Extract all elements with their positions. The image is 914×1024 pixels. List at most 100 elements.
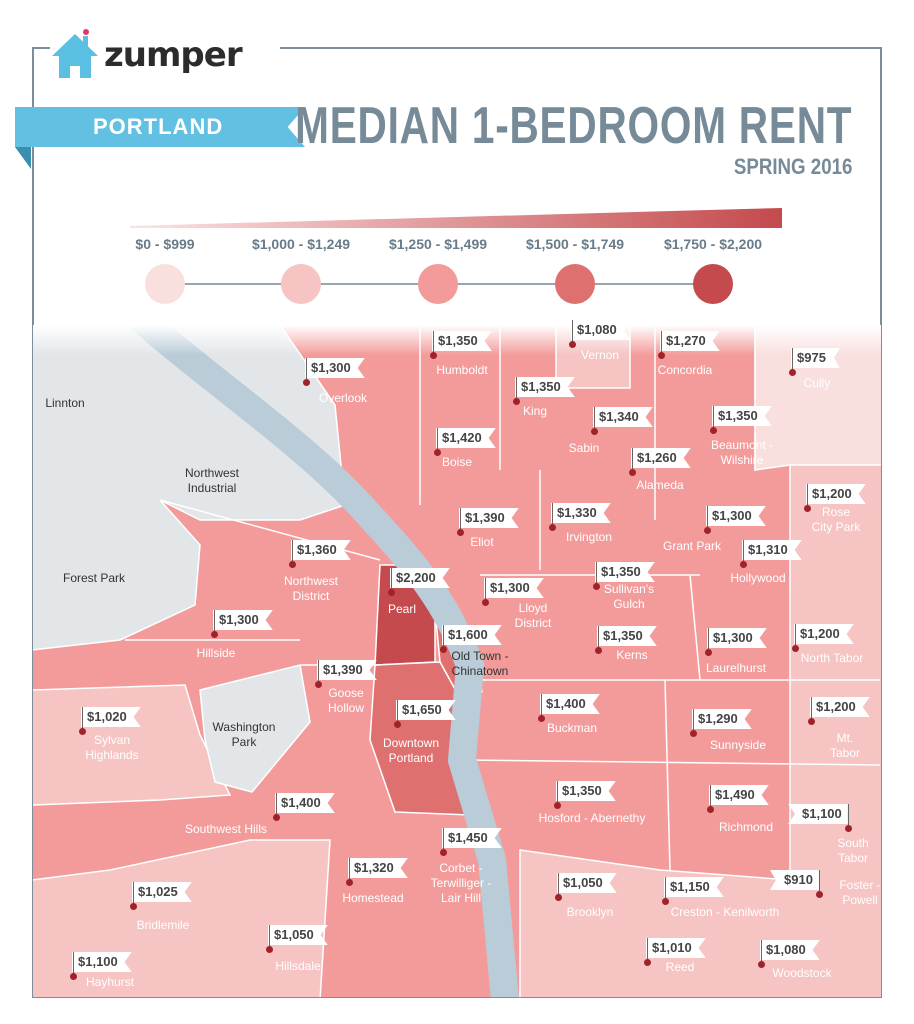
flag-pole [596, 562, 597, 586]
neighborhood-name: Sabin [568, 441, 600, 455]
location-pin-icon [658, 352, 665, 359]
rent-flag: $1,350 [556, 781, 616, 801]
rent-flag: $1,200 [810, 697, 870, 717]
location-pin-icon [595, 647, 602, 654]
location-pin-icon [289, 561, 296, 568]
neighborhood-name: Rose City Park [811, 505, 861, 534]
legend-label: $1,500 - $1,749 [525, 236, 625, 252]
neighborhood-name: Vernon [580, 348, 620, 362]
location-pin-icon [758, 961, 765, 968]
neighborhood-name: Foster - Powell [839, 878, 881, 907]
rent-flag: $1,600 [442, 625, 502, 645]
flag-pole [661, 331, 662, 355]
neighborhood-name: Reed [665, 960, 695, 974]
neighborhood-name: Hayhurst [85, 975, 135, 989]
flag-pole [761, 940, 762, 964]
flag-pole [558, 873, 559, 897]
neighborhood-name: Brooklyn [566, 905, 614, 919]
rent-flag: $1,650 [396, 700, 456, 720]
flag-pole [795, 624, 796, 648]
rent-flag: $1,200 [794, 624, 854, 644]
flag-pole [710, 785, 711, 809]
neighborhood-name: Downtown Portland [382, 736, 440, 765]
location-pin-icon [211, 631, 218, 638]
legend: $0 - $999 $1,000 - $1,249 $1,250 - $1,499 $… [130, 236, 820, 306]
flag-pole [572, 320, 573, 344]
location-pin-icon [434, 449, 441, 456]
location-pin-icon [710, 427, 717, 434]
location-pin-icon [273, 814, 280, 821]
flag-pole [443, 828, 444, 852]
flag-pole [552, 503, 553, 527]
location-pin-icon [538, 715, 545, 722]
neighborhood-name: Goose Hollow [327, 686, 365, 715]
location-pin-icon [804, 505, 811, 512]
neighborhood-name: Kerns [616, 648, 648, 662]
location-pin-icon [266, 946, 273, 953]
rent-flag: $910 [770, 870, 819, 890]
flag-pole [647, 938, 648, 962]
flag-pole [318, 660, 319, 684]
neighborhood-name: Beaumont - Wilshire [710, 438, 774, 467]
rent-flag: $1,020 [81, 707, 141, 727]
location-pin-icon [394, 721, 401, 728]
flag-pole [632, 448, 633, 472]
rent-flag: $1,420 [436, 428, 496, 448]
flag-pole [693, 709, 694, 733]
location-pin-icon [513, 398, 520, 405]
neighborhood-name: Sunnyside [709, 738, 767, 752]
rent-flag: $1,450 [442, 828, 502, 848]
neighborhood-name: Hollywood [730, 571, 786, 585]
rent-flag: $1,400 [275, 793, 335, 813]
location-pin-icon [740, 561, 747, 568]
location-pin-icon [644, 959, 651, 966]
legend-item: $0 - $999 [95, 236, 235, 304]
neighborhood-name: Eliot [470, 535, 494, 549]
legend-item: $1,750 - $2,200 [643, 236, 783, 304]
rent-flag: $1,300 [484, 578, 544, 598]
neighborhood-name: Lloyd District [514, 601, 552, 630]
flag-pole [743, 540, 744, 564]
neighborhood-name: Woodstock [772, 966, 832, 980]
neighborhood-name: Hosford - Abernethy [538, 811, 646, 825]
rent-flag: $1,360 [291, 540, 351, 560]
neighborhood-name: Cully [803, 376, 831, 390]
location-pin-icon [629, 469, 636, 476]
flag-pole [516, 377, 517, 401]
flag-pole [73, 952, 74, 976]
neighborhood-name: King [522, 404, 548, 418]
legend-label: $1,250 - $1,499 [388, 236, 488, 252]
location-pin-icon [591, 428, 598, 435]
house-icon [52, 29, 98, 78]
area-label: Northwest Industrial [184, 466, 240, 495]
rent-flag: $1,290 [692, 709, 752, 729]
location-pin-icon [70, 973, 77, 980]
rent-flag: $1,400 [540, 694, 600, 714]
location-pin-icon [593, 583, 600, 590]
neighborhood-name: Pearl [387, 602, 417, 616]
neighborhood-name: Irvington [565, 530, 613, 544]
location-pin-icon [482, 599, 489, 606]
flag-pole [391, 568, 392, 592]
neighborhood-name: Laurelhurst [705, 661, 767, 675]
location-pin-icon [845, 825, 852, 832]
neighborhood-name: Hillside [196, 646, 236, 660]
rent-flag: $1,300 [305, 358, 365, 378]
rent-flag: $1,350 [597, 626, 657, 646]
rent-flag: $1,270 [660, 331, 720, 351]
neighborhood-name: Humboldt [436, 363, 488, 377]
legend-label: $1,000 - $1,249 [251, 236, 351, 252]
legend-label: $0 - $999 [135, 236, 195, 252]
legend-swatch [281, 264, 321, 304]
flag-pole [811, 697, 812, 721]
rent-flag: $1,350 [712, 406, 772, 426]
location-pin-icon [816, 891, 823, 898]
flag-pole [557, 781, 558, 805]
flag-pole [437, 428, 438, 452]
location-pin-icon [79, 728, 86, 735]
location-pin-icon [690, 730, 697, 737]
flag-pole [349, 858, 350, 882]
flag-pole [541, 694, 542, 718]
legend-item: $1,250 - $1,499 [368, 236, 508, 304]
